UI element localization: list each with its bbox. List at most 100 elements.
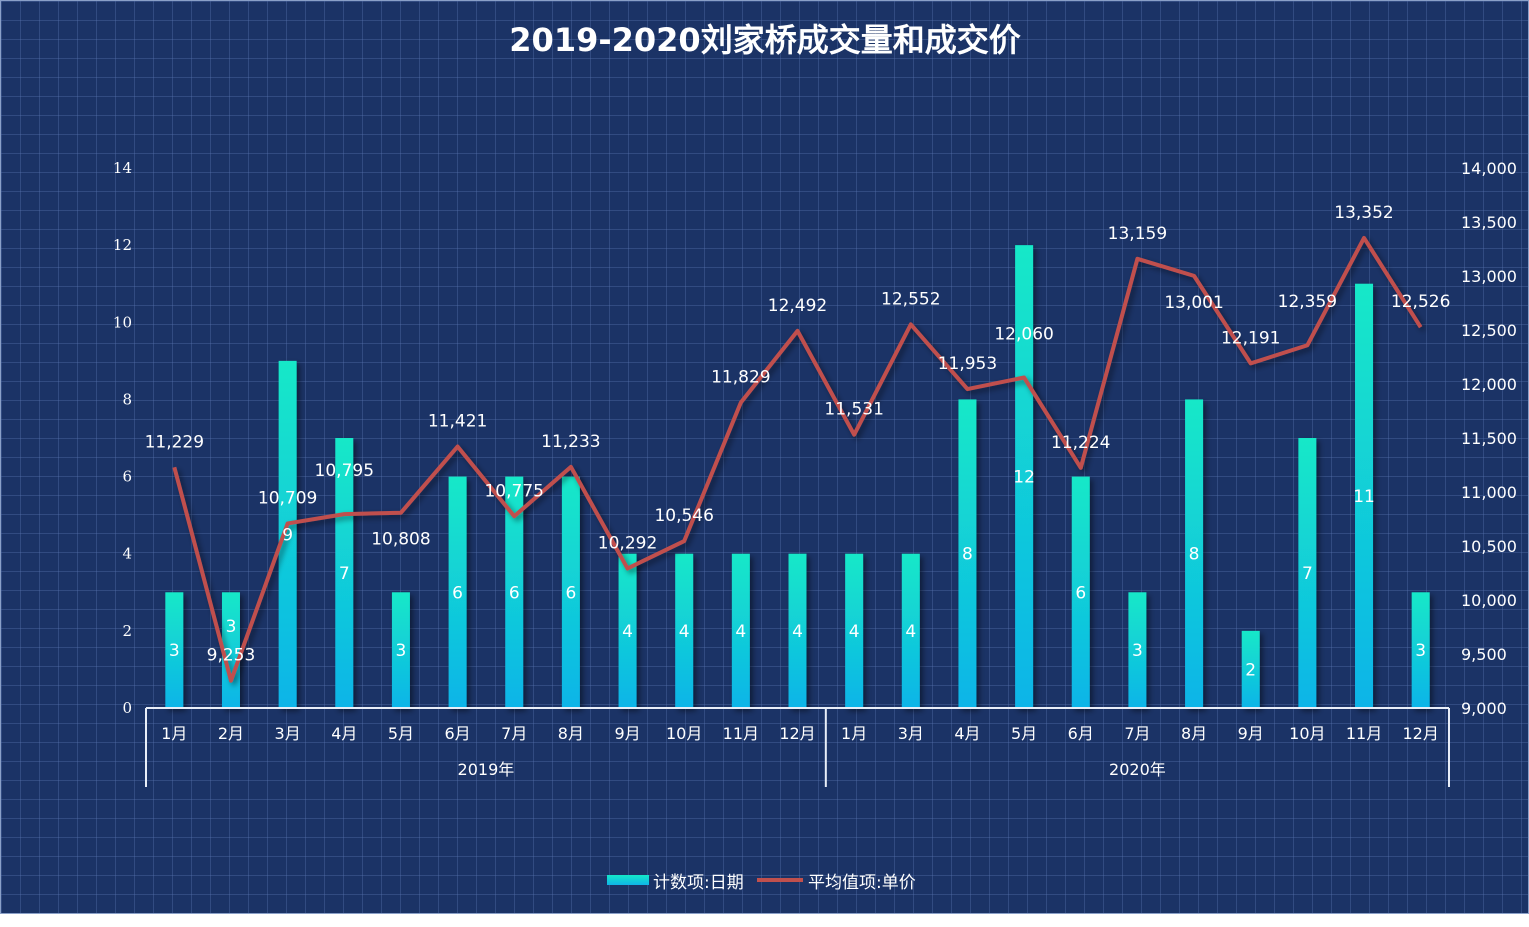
x-tick-label: 8月	[558, 724, 584, 743]
bar	[278, 360, 297, 708]
line-data-label: 10,775	[484, 481, 543, 501]
line-series	[172, 235, 1423, 683]
bar-data-label: 4	[679, 622, 690, 642]
bar-data-label: 12	[1013, 468, 1035, 488]
line-data-label: 10,795	[315, 461, 374, 481]
bar	[845, 553, 864, 708]
y-left-tick-label: 12	[113, 236, 132, 254]
line-data-label: 13,159	[1108, 224, 1167, 244]
line-data-label: 12,552	[881, 289, 940, 309]
bar-data-label: 6	[1075, 583, 1086, 603]
y-right-tick-label: 10,000	[1461, 591, 1517, 610]
y-right-tick-label: 12,500	[1461, 321, 1517, 340]
x-tick-label: 10月	[1289, 724, 1325, 743]
x-group-label: 2020年	[1109, 760, 1166, 779]
y-right-tick-label: 12,000	[1461, 375, 1517, 394]
y-left-tick-label: 6	[122, 468, 132, 486]
bar	[1015, 245, 1034, 708]
bar-data-label: 3	[226, 617, 237, 637]
line-data-label: 13,001	[1164, 293, 1223, 313]
y-right-tick-label: 10,500	[1461, 537, 1517, 556]
x-tick-label: 7月	[501, 724, 527, 743]
y-left-tick-label: 0	[122, 699, 132, 717]
bar-data-label: 3	[1415, 641, 1426, 661]
bar	[731, 553, 750, 708]
x-tick-label: 11月	[1346, 724, 1382, 743]
y-right-tick-label: 9,000	[1461, 699, 1507, 718]
bar	[561, 476, 580, 708]
bar	[788, 553, 807, 708]
line-data-label: 12,492	[768, 296, 827, 316]
bar-data-label: 7	[1302, 564, 1313, 584]
line-data-label: 11,229	[145, 432, 204, 452]
bar	[1128, 592, 1147, 708]
x-tick-label: 4月	[954, 724, 980, 743]
x-tick-label: 9月	[614, 724, 640, 743]
bar-data-label: 4	[849, 622, 860, 642]
legend-bar-label: 计数项:日期	[653, 873, 744, 893]
bar-data-label: 4	[905, 622, 916, 642]
bar	[1298, 438, 1317, 708]
bar	[391, 592, 410, 708]
y-right-tick-label: 14,000	[1461, 159, 1517, 178]
x-tick-label: 3月	[898, 724, 924, 743]
bar-data-label: 6	[565, 583, 576, 603]
line-data-label: 11,531	[824, 400, 883, 420]
line-data-label: 11,421	[428, 412, 487, 432]
x-tick-label: 12月	[1402, 724, 1438, 743]
y-left-tick-label: 4	[122, 545, 132, 563]
line-data-label: 10,808	[371, 530, 430, 550]
bar	[1071, 476, 1090, 708]
bar	[675, 553, 694, 708]
x-group-label: 2019年	[458, 760, 515, 779]
legend-bar-swatch	[607, 875, 649, 885]
bar	[1241, 630, 1260, 708]
x-tick-label: 6月	[1068, 724, 1094, 743]
line-data-label: 11,233	[541, 432, 600, 452]
bar	[1411, 592, 1430, 708]
bar-data-label: 4	[622, 622, 633, 642]
x-tick-label: 3月	[275, 724, 301, 743]
y-left-tick-label: 8	[122, 390, 132, 408]
x-tick-label: 4月	[331, 724, 357, 743]
legend-line-label: 平均值项:单价	[808, 873, 916, 893]
line-data-label: 12,191	[1221, 328, 1280, 348]
bar	[958, 399, 977, 708]
bar-data-label: 3	[1132, 641, 1143, 661]
line-data-label: 10,292	[598, 533, 657, 553]
bar	[618, 553, 637, 708]
x-tick-label: 9月	[1238, 724, 1264, 743]
chart-title: 2019-2020刘家桥成交量和成交价	[509, 21, 1020, 59]
y-right-tick-label: 11,500	[1461, 429, 1517, 448]
y-right-tick-label: 11,000	[1461, 483, 1517, 502]
bar	[221, 592, 240, 708]
line-data-label: 10,546	[654, 506, 713, 526]
bar-data-label: 4	[735, 622, 746, 642]
bar	[1355, 283, 1374, 708]
line-data-label: 12,526	[1391, 292, 1450, 312]
line-data-label: 12,060	[994, 325, 1053, 345]
x-tick-label: 12月	[779, 724, 815, 743]
bar-data-label: 4	[792, 622, 803, 642]
bar	[901, 553, 920, 708]
y-left-tick-label: 14	[113, 159, 132, 177]
bar-data-label: 11	[1353, 487, 1375, 507]
x-tick-label: 1月	[161, 724, 187, 743]
line-data-label: 9,253	[207, 646, 256, 666]
line-data-label: 13,352	[1334, 203, 1393, 223]
bar-data-label: 6	[509, 583, 520, 603]
bar-data-label: 6	[452, 583, 463, 603]
line-data-label: 10,709	[258, 488, 317, 508]
y-right-tick-label: 13,000	[1461, 267, 1517, 286]
bar-data-label: 7	[339, 564, 350, 584]
bar	[165, 592, 184, 708]
bar-data-label: 9	[282, 525, 293, 545]
x-tick-label: 2月	[218, 724, 244, 743]
x-tick-label: 8月	[1181, 724, 1207, 743]
x-tick-label: 5月	[1011, 724, 1037, 743]
y-left-tick-label: 10	[113, 313, 132, 331]
bar-data-label: 2	[1245, 660, 1256, 680]
x-tick-label: 7月	[1124, 724, 1150, 743]
